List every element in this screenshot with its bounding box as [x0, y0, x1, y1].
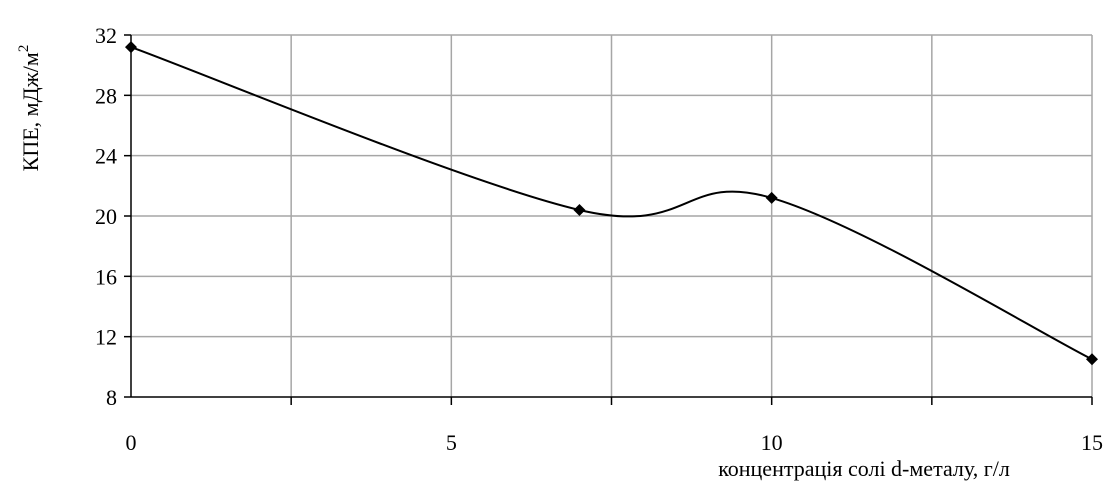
- y-tick-label: 8: [106, 385, 117, 410]
- x-axis-title: концентрація солі d-металу, г/л: [718, 456, 1010, 481]
- y-tick-label: 20: [95, 204, 117, 229]
- series: [130, 46, 1093, 361]
- y-tick-label: 28: [95, 83, 117, 108]
- x-tick-label: 10: [761, 430, 783, 455]
- data-point: [125, 41, 137, 54]
- y-tick-label: 24: [95, 144, 117, 169]
- y-tick-label: 16: [95, 264, 117, 289]
- markers: [125, 41, 1098, 366]
- x-tick-label: 5: [446, 430, 457, 455]
- axes: [124, 34, 1093, 405]
- data-point: [1086, 353, 1098, 366]
- x-tick-label: 15: [1081, 430, 1103, 455]
- y-axis-title: КПЕ, мДж/м2: [16, 45, 43, 172]
- grid: [131, 34, 1093, 397]
- y-tick-label: 12: [95, 325, 117, 350]
- tick-labels: 8 12 16 20 24 28 32 0 5 10 15: [95, 23, 1103, 455]
- series-line: [130, 46, 1093, 361]
- data-point: [765, 191, 778, 204]
- y-tick-label: 32: [95, 23, 117, 48]
- data-point: [573, 203, 586, 216]
- x-tick-label: 0: [126, 430, 137, 455]
- y-axis-title-superscript: 2: [16, 45, 32, 53]
